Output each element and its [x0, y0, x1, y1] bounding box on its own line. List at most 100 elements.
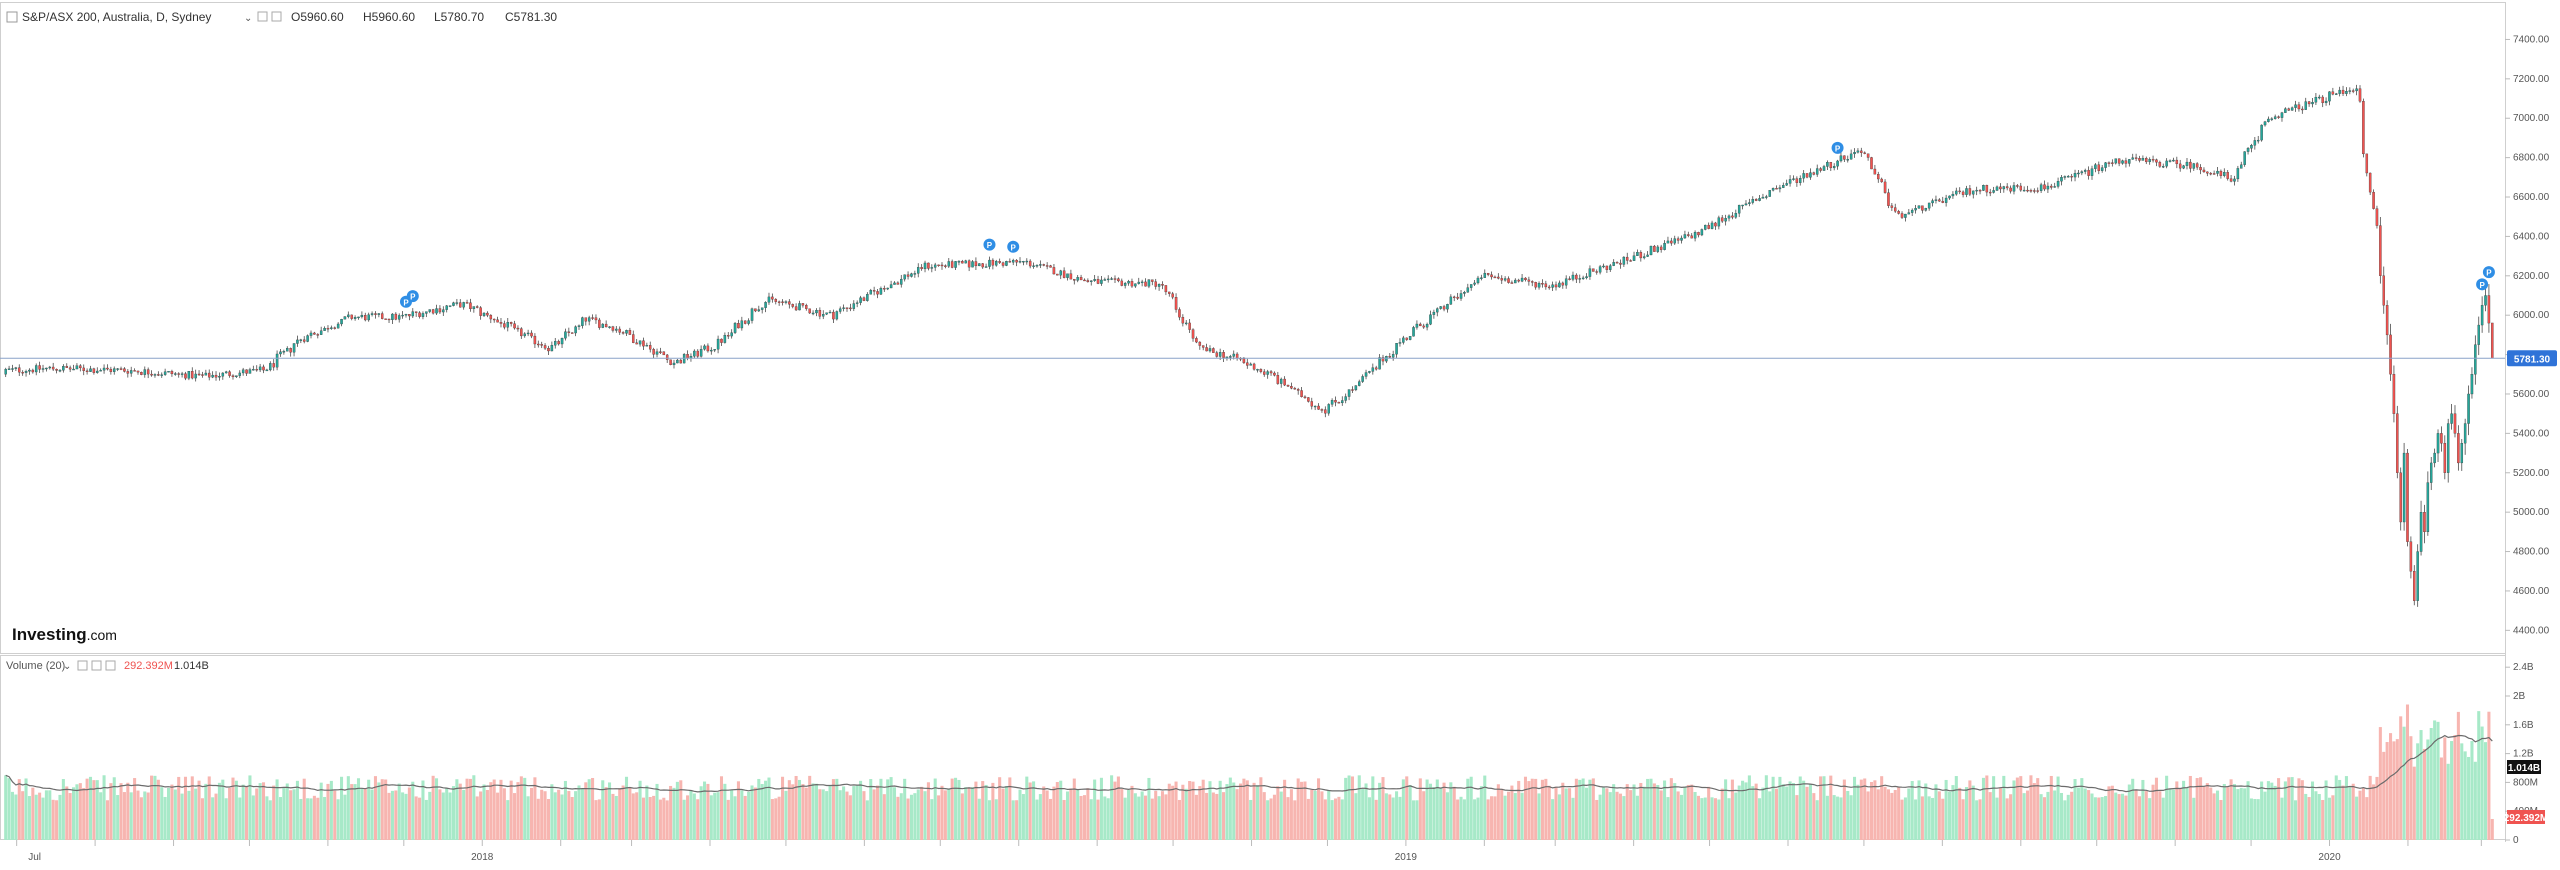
volume-bar	[1534, 778, 1538, 840]
candle-body	[1754, 199, 1758, 201]
volume-bar	[1388, 794, 1392, 840]
candle-body	[2470, 374, 2474, 395]
volume-bar	[594, 800, 598, 840]
candle-body	[550, 345, 554, 352]
volume-bar	[2426, 739, 2430, 840]
volume-bar	[2480, 726, 2484, 840]
volume-bar	[109, 783, 113, 840]
close-icon[interactable]	[271, 11, 282, 22]
volume-bar	[496, 792, 500, 840]
volume-bar	[2456, 711, 2460, 840]
candle-body	[1076, 277, 1079, 281]
event-marker[interactable]	[2476, 278, 2489, 291]
volume-bar	[1269, 798, 1273, 840]
price-tick-label: 6600.00	[2513, 192, 2550, 203]
volume-bar	[1771, 776, 1775, 840]
candle-body	[1815, 168, 1819, 175]
volume-bar	[987, 800, 992, 840]
candle-body	[2161, 166, 2165, 168]
volume-bar	[105, 800, 109, 840]
volume-bar	[183, 776, 188, 840]
volume-bar	[2097, 797, 2101, 840]
candle-body	[1751, 199, 1755, 203]
volume-bar	[2222, 784, 2226, 840]
volume-bar	[1903, 797, 1907, 840]
collapse-icon[interactable]	[6, 11, 18, 23]
volume-bar	[523, 777, 527, 840]
candle-body	[794, 306, 798, 311]
candle-body	[2457, 433, 2460, 464]
candle-body	[58, 370, 62, 372]
event-marker[interactable]	[406, 290, 419, 303]
price-tick-label: 7200.00	[2513, 74, 2550, 85]
volume-bar	[2341, 785, 2345, 840]
volume-bar	[1225, 784, 1229, 840]
volume-bar	[435, 778, 439, 840]
volume-bar	[1130, 785, 1134, 840]
candle-body	[72, 368, 75, 371]
candle-body	[1503, 278, 1507, 281]
volume-settings-icon[interactable]	[77, 660, 88, 671]
volume-bar	[1669, 778, 1673, 840]
volume-bar	[2314, 791, 2318, 840]
candle-body	[1279, 378, 1283, 384]
candle-body	[391, 313, 394, 320]
volume-close-icon[interactable]	[105, 660, 116, 671]
candle-body	[1062, 270, 1066, 278]
candle-body	[465, 302, 469, 304]
candle-body	[845, 307, 849, 309]
volume-bar	[2005, 798, 2009, 840]
legend-dropdown-icon[interactable]: ⌄	[244, 13, 252, 24]
candle-body	[659, 351, 662, 353]
volume-last-tag-label: 292.392M	[2504, 813, 2548, 824]
candle-body	[350, 314, 353, 319]
volume-bar	[1371, 776, 1375, 840]
volume-bar	[2107, 786, 2111, 840]
candle-body	[1561, 282, 1565, 286]
volume-bar	[268, 800, 272, 840]
volume-bar	[648, 796, 652, 840]
event-marker-label: P	[987, 241, 993, 250]
event-marker[interactable]	[1007, 240, 1020, 253]
candle-body	[1734, 213, 1738, 218]
candle-body	[764, 302, 767, 308]
candle-body	[604, 323, 608, 328]
volume-bar	[1937, 791, 1941, 840]
event-marker[interactable]	[983, 238, 996, 251]
candle-body	[129, 370, 133, 374]
volume-bar	[1330, 800, 1334, 840]
candle-body	[1368, 371, 1371, 373]
volume-bar	[2304, 793, 2308, 840]
candle-body	[866, 294, 869, 301]
candle-body	[876, 291, 879, 295]
volume-bar	[570, 796, 574, 840]
volume-bar	[72, 787, 76, 840]
volume-dropdown-icon[interactable]: ⌄	[63, 661, 71, 672]
volume-bar	[2327, 797, 2331, 840]
candle-body	[1653, 245, 1656, 252]
event-marker[interactable]	[2482, 266, 2495, 279]
candle-body	[1327, 404, 1330, 414]
candle-body	[367, 314, 370, 321]
volume-bar	[1306, 798, 1310, 840]
candle-body	[1802, 173, 1805, 179]
volume-bar	[482, 784, 486, 840]
volume-bar	[804, 787, 808, 840]
volume-source-icon[interactable]	[91, 660, 102, 671]
candle-body	[2090, 168, 2094, 176]
price-tick-label: 6000.00	[2513, 310, 2550, 321]
volume-bar	[350, 784, 354, 840]
volume-bar	[2470, 741, 2474, 840]
volume-bar	[258, 783, 262, 840]
settings-icon[interactable]	[257, 11, 268, 22]
volume-bar	[882, 794, 886, 840]
candle-body	[191, 371, 194, 379]
candle-body	[2440, 433, 2443, 444]
volume-bar	[1493, 796, 1497, 840]
candle-body	[428, 309, 431, 312]
candle-body	[1100, 279, 1103, 284]
candle-body	[1717, 217, 1721, 227]
candle-body	[1554, 284, 1558, 288]
event-marker[interactable]	[1831, 141, 1844, 154]
candle-body	[1358, 381, 1361, 386]
